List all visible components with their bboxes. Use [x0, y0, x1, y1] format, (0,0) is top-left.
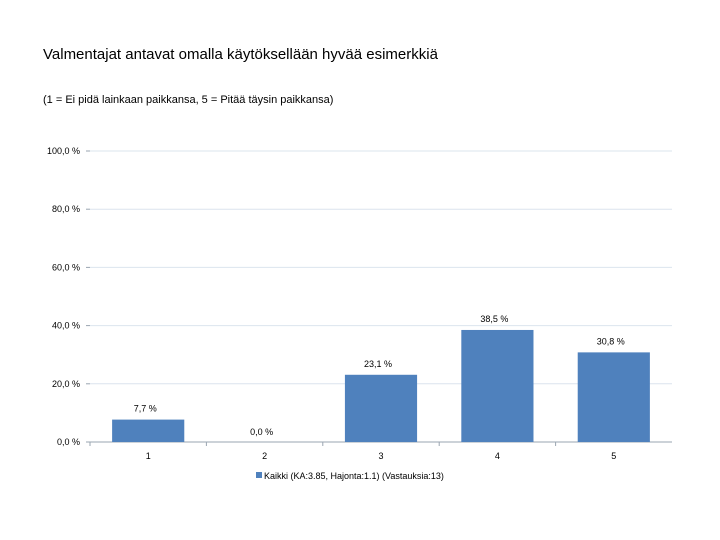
- y-tick-label: 100,0 %: [47, 146, 80, 156]
- chart-title: Valmentajat antavat omalla käytöksellään…: [43, 46, 438, 63]
- legend-swatch: [256, 472, 262, 478]
- x-tick-label: 1: [146, 451, 151, 461]
- bar-3: [344, 374, 418, 442]
- y-tick-label: 80,0 %: [52, 204, 80, 214]
- y-tick-label: 40,0 %: [52, 321, 80, 331]
- chart-subtitle: (1 = Ei pidä lainkaan paikkansa, 5 = Pit…: [43, 94, 334, 106]
- legend-label: Kaikki (KA:3.85, Hajonta:1.1) (Vastauksi…: [264, 471, 444, 481]
- x-tick-label: 2: [262, 451, 267, 461]
- data-label-4: 38,5 %: [480, 314, 508, 324]
- y-tick-label: 0,0 %: [57, 437, 80, 447]
- data-label-5: 30,8 %: [597, 336, 625, 346]
- bars: [112, 329, 650, 442]
- data-label-2: 0,0 %: [250, 427, 273, 437]
- y-tick-label: 60,0 %: [52, 262, 80, 272]
- x-axis-tick-labels: 1 2 3 4 5: [146, 451, 617, 461]
- x-tick-label: 4: [495, 451, 500, 461]
- bar-4: [461, 329, 534, 442]
- bar-1: [112, 419, 185, 442]
- gridlines: [86, 150, 672, 446]
- legend: Kaikki (KA:3.85, Hajonta:1.1) (Vastauksi…: [256, 471, 444, 481]
- bar-5: [577, 352, 650, 442]
- x-tick-label: 5: [611, 451, 616, 461]
- y-axis-tick-labels: 0,0 % 20,0 % 40,0 % 60,0 % 80,0 % 100,0 %: [47, 146, 80, 447]
- y-tick-label: 20,0 %: [52, 379, 80, 389]
- data-labels: 7,7 % 0,0 % 23,1 % 38,5 % 30,8 %: [134, 314, 625, 437]
- data-label-3: 23,1 %: [364, 359, 392, 369]
- x-tick-label: 3: [378, 451, 383, 461]
- data-label-1: 7,7 %: [134, 404, 157, 414]
